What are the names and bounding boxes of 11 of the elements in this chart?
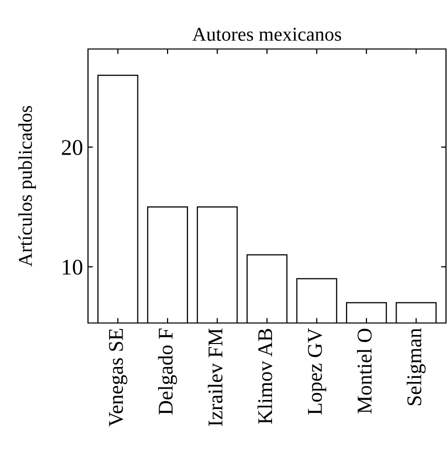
x-tick-label: Delgado F — [158, 328, 178, 415]
y-tick-label: 10 — [62, 260, 82, 275]
x-tick-label: Montiel O — [357, 328, 372, 414]
x-tick-label: Venegas SE — [108, 328, 128, 427]
x-tick-label: Klimov AB — [258, 328, 272, 424]
x-tick-label: Lopez GV — [308, 328, 326, 415]
chart-title: Autores mexicanos — [192, 28, 342, 41]
x-tick-label: Seligman — [406, 328, 426, 406]
y-axis-title: Artículos publicados — [18, 106, 36, 267]
x-tick-label: Izrailev FM — [208, 328, 222, 426]
y-tick-label: 20 — [62, 140, 82, 156]
